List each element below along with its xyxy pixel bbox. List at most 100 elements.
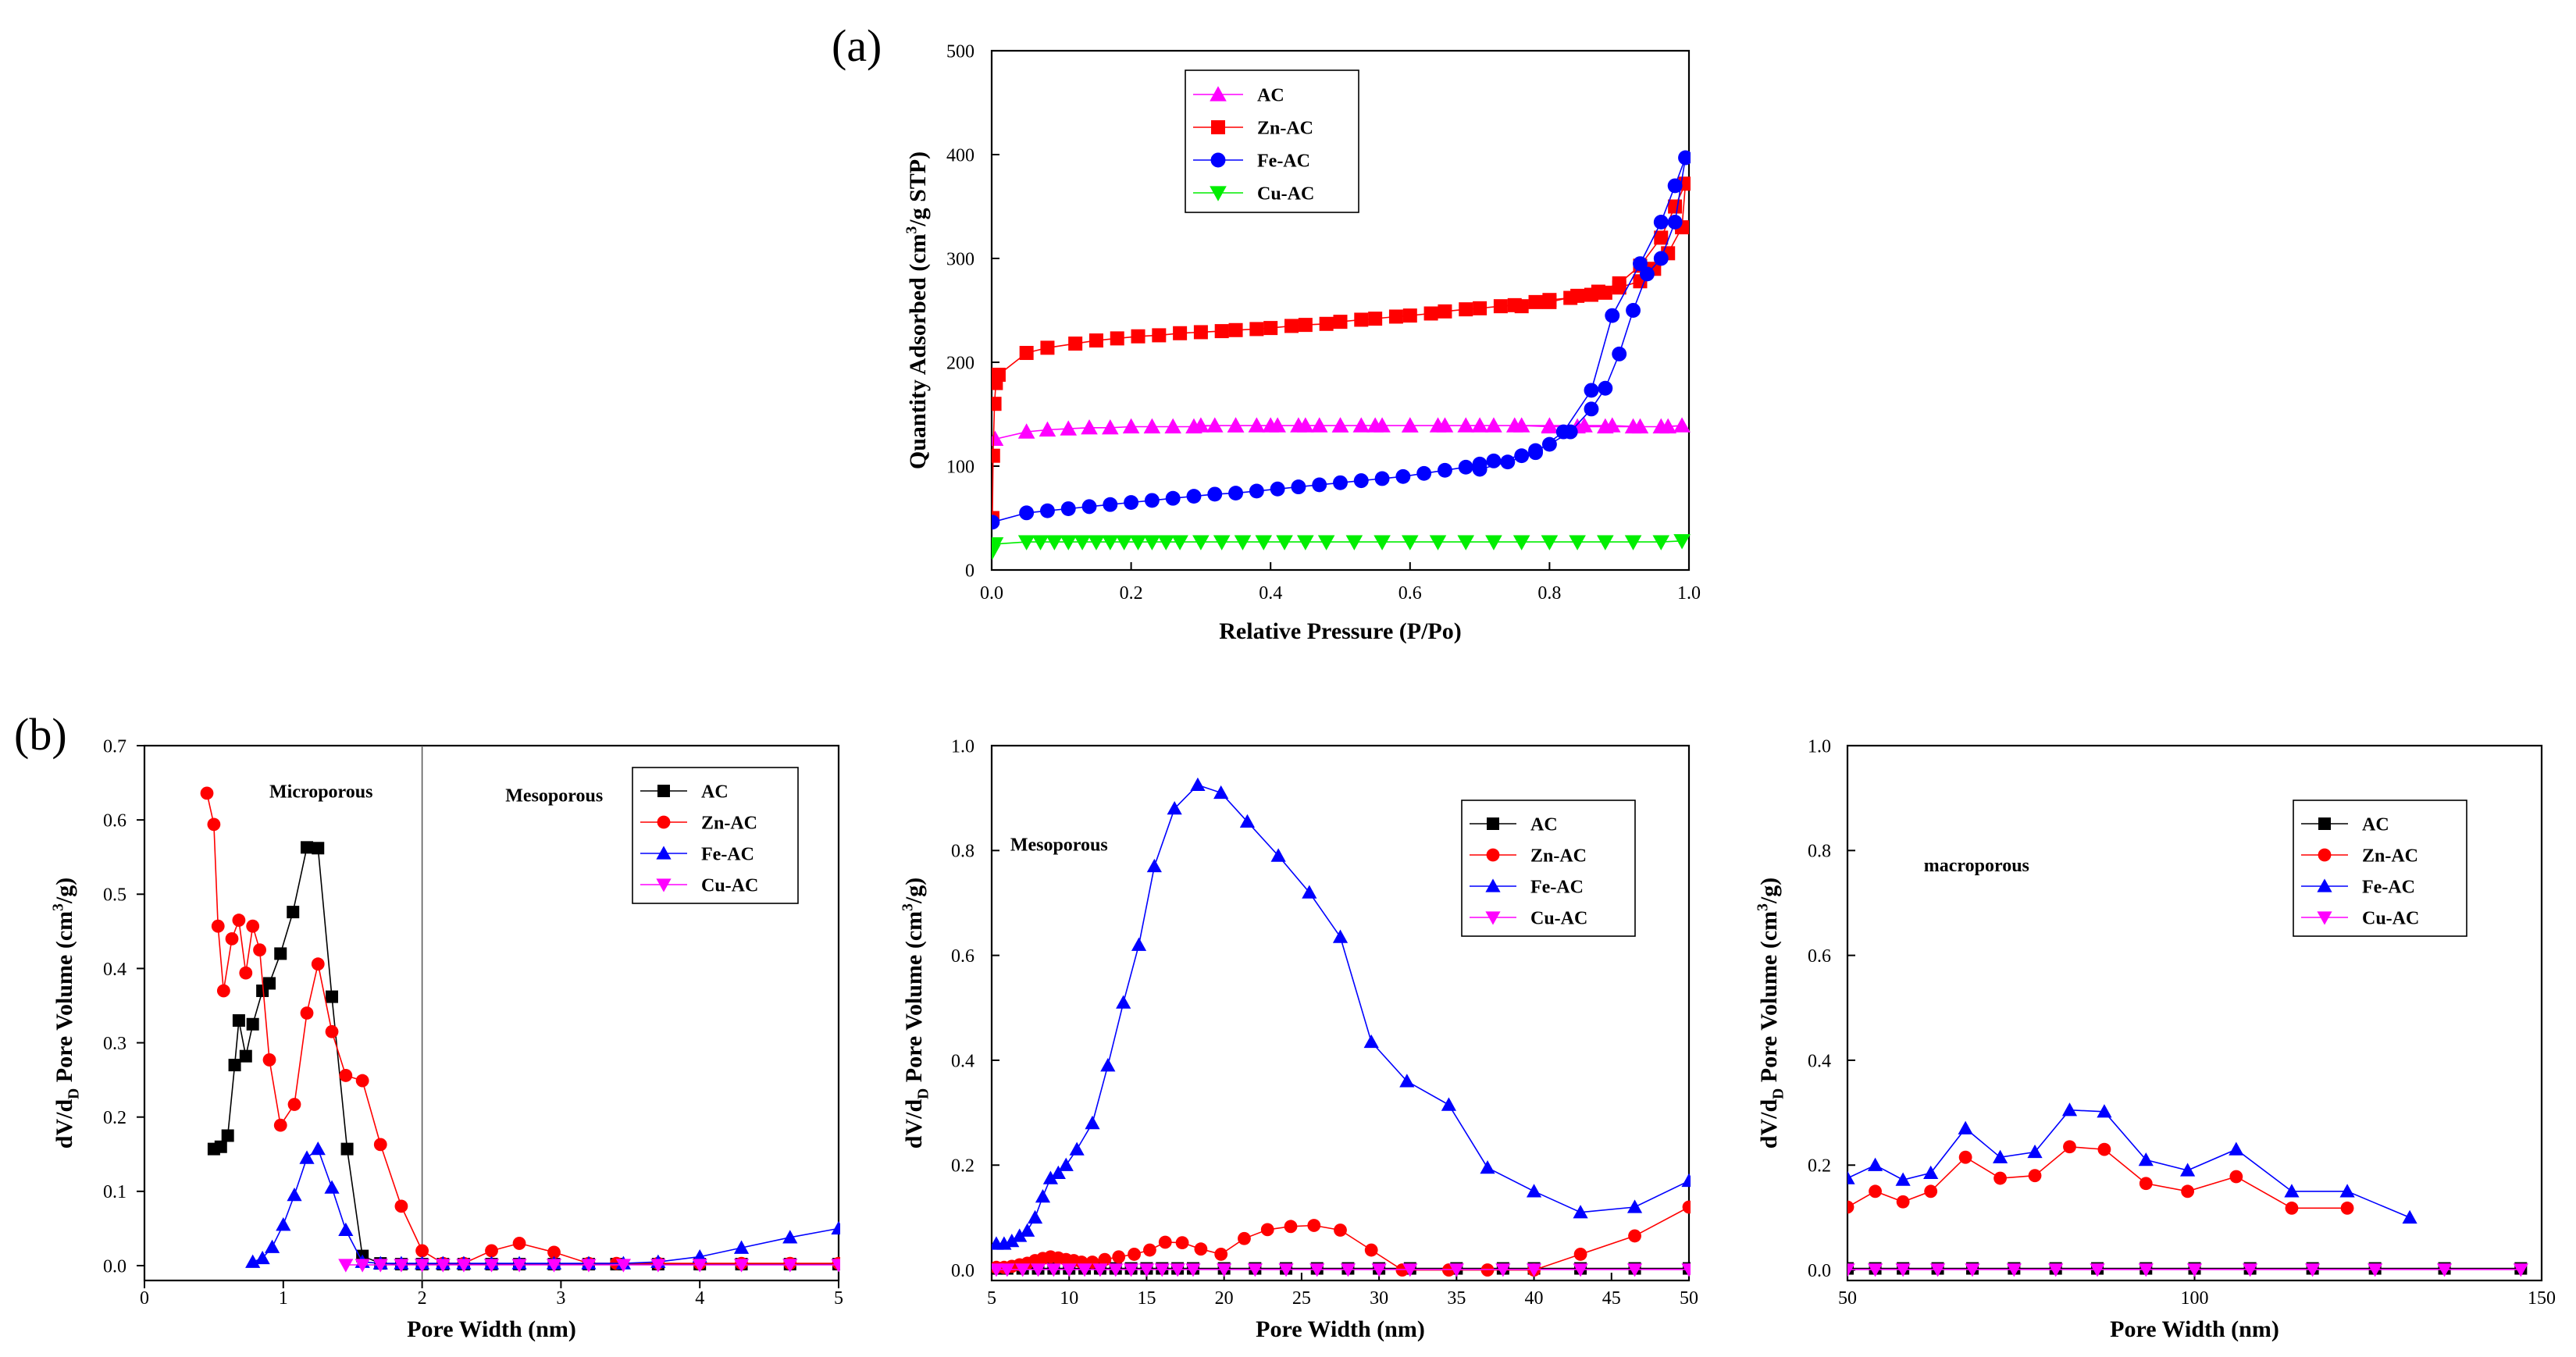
data-point [1402, 308, 1417, 323]
data-point [326, 990, 339, 1003]
data-point [1639, 266, 1655, 282]
data-point [1157, 535, 1175, 550]
data-point [1573, 1263, 1588, 1277]
data-point [1192, 417, 1210, 433]
y-tick-label: 1.0 [951, 736, 974, 757]
data-point [1042, 1170, 1059, 1184]
data-point [1060, 420, 1078, 436]
data-point [581, 1259, 597, 1273]
data-point [992, 1263, 1004, 1277]
data-point [1019, 346, 1034, 361]
data-point [1061, 1263, 1077, 1277]
data-point [1088, 535, 1105, 550]
legend-marker [1211, 120, 1225, 134]
legend: AC Zn-AC Fe-AC Cu-AC [1461, 800, 1636, 937]
series-fe-ac [1847, 1102, 2417, 1224]
data-point [1050, 1165, 1066, 1180]
y-tick-label: 0.4 [951, 1051, 974, 1071]
data-point [1457, 417, 1475, 433]
data-point [1039, 503, 1055, 518]
data-point [1074, 535, 1091, 550]
data-point [2090, 1263, 2105, 1277]
data-point [831, 1259, 840, 1273]
legend-label: Fe-AC [701, 844, 754, 864]
data-point [1654, 230, 1669, 245]
legend-label: Cu-AC [1530, 908, 1587, 928]
data-point [1115, 535, 1133, 550]
data-point [1570, 288, 1585, 303]
data-point [1480, 1160, 1495, 1174]
data-point [511, 1259, 527, 1273]
data-point [372, 1259, 388, 1273]
data-point [262, 1053, 276, 1067]
data-point [1027, 1209, 1043, 1224]
x-axis-label: Pore Width (nm) [2110, 1316, 2279, 1342]
data-point [228, 1059, 241, 1072]
data-point [1249, 483, 1264, 499]
x-tick-label: 3 [556, 1288, 565, 1309]
panel-b-label: (b) [14, 709, 67, 760]
legend-label: Zn-AC [1530, 846, 1587, 866]
series-line [1847, 1109, 2410, 1219]
series-zn-ac [1847, 1140, 2354, 1215]
data-point [1847, 1170, 1855, 1184]
data-point [338, 1222, 354, 1236]
data-point [2181, 1184, 2195, 1199]
legend-marker [2317, 878, 2332, 892]
data-point [1555, 424, 1571, 440]
y-tick-label: 200 [946, 353, 974, 373]
series-line [1847, 1145, 2348, 1209]
data-point [1039, 421, 1056, 437]
data-point [1298, 318, 1313, 333]
data-point [264, 1239, 280, 1253]
x-tick-label: 10 [1060, 1288, 1078, 1309]
x-tick-label: 0.4 [1259, 583, 1282, 604]
data-point [300, 1006, 314, 1020]
data-point [1958, 1150, 1972, 1164]
data-point [831, 1220, 840, 1235]
data-point [1017, 423, 1035, 439]
y-axis-label: dV/dD Pore Volume (cm3/g) [51, 878, 83, 1149]
series-ac [992, 417, 1691, 447]
legend-label: Fe-AC [1257, 151, 1310, 171]
data-point [1270, 481, 1285, 497]
legend-label: Zn-AC [2362, 846, 2418, 866]
legend-marker [2317, 911, 2332, 925]
data-point [2402, 1209, 2417, 1224]
data-point [2186, 1263, 2203, 1277]
chart-isotherm: 0.0 0.2 0.4 0.6 0.8 1.0 0 100 200 300 400 500 AC Zn-A… [904, 41, 1701, 644]
data-point [1143, 1243, 1156, 1257]
data-point [1228, 486, 1244, 501]
data-point [1374, 535, 1391, 550]
data-point [1924, 1184, 1938, 1199]
data-point [1247, 1263, 1263, 1277]
data-point [1895, 1172, 1911, 1186]
data-point [1345, 535, 1363, 550]
data-point [1681, 1263, 1691, 1277]
y-tick-label: 0.4 [1808, 1051, 1831, 1071]
data-point [1129, 535, 1147, 550]
data-point [1896, 1195, 1910, 1209]
data-point [1500, 454, 1516, 470]
data-point [1653, 215, 1669, 230]
data-point [2061, 1102, 2078, 1117]
data-point [1046, 535, 1064, 550]
y-tick-label: 0.6 [103, 811, 126, 832]
data-point [1542, 294, 1557, 309]
data-point [1207, 486, 1223, 502]
data-point [1069, 1142, 1085, 1156]
data-point [1847, 1200, 1855, 1214]
data-point [1046, 1263, 1061, 1277]
data-point [1626, 1263, 1643, 1277]
data-point [1514, 299, 1529, 314]
series-cu-ac [1847, 1263, 2528, 1277]
data-point [1239, 814, 1256, 828]
y-tick-label: 500 [946, 41, 974, 62]
data-point [1152, 328, 1167, 343]
legend-label: Fe-AC [2362, 877, 2415, 897]
data-point [483, 1259, 500, 1273]
y-tick-label: 0.3 [103, 1034, 126, 1054]
data-point [301, 841, 314, 854]
data-point [1004, 1234, 1020, 1248]
